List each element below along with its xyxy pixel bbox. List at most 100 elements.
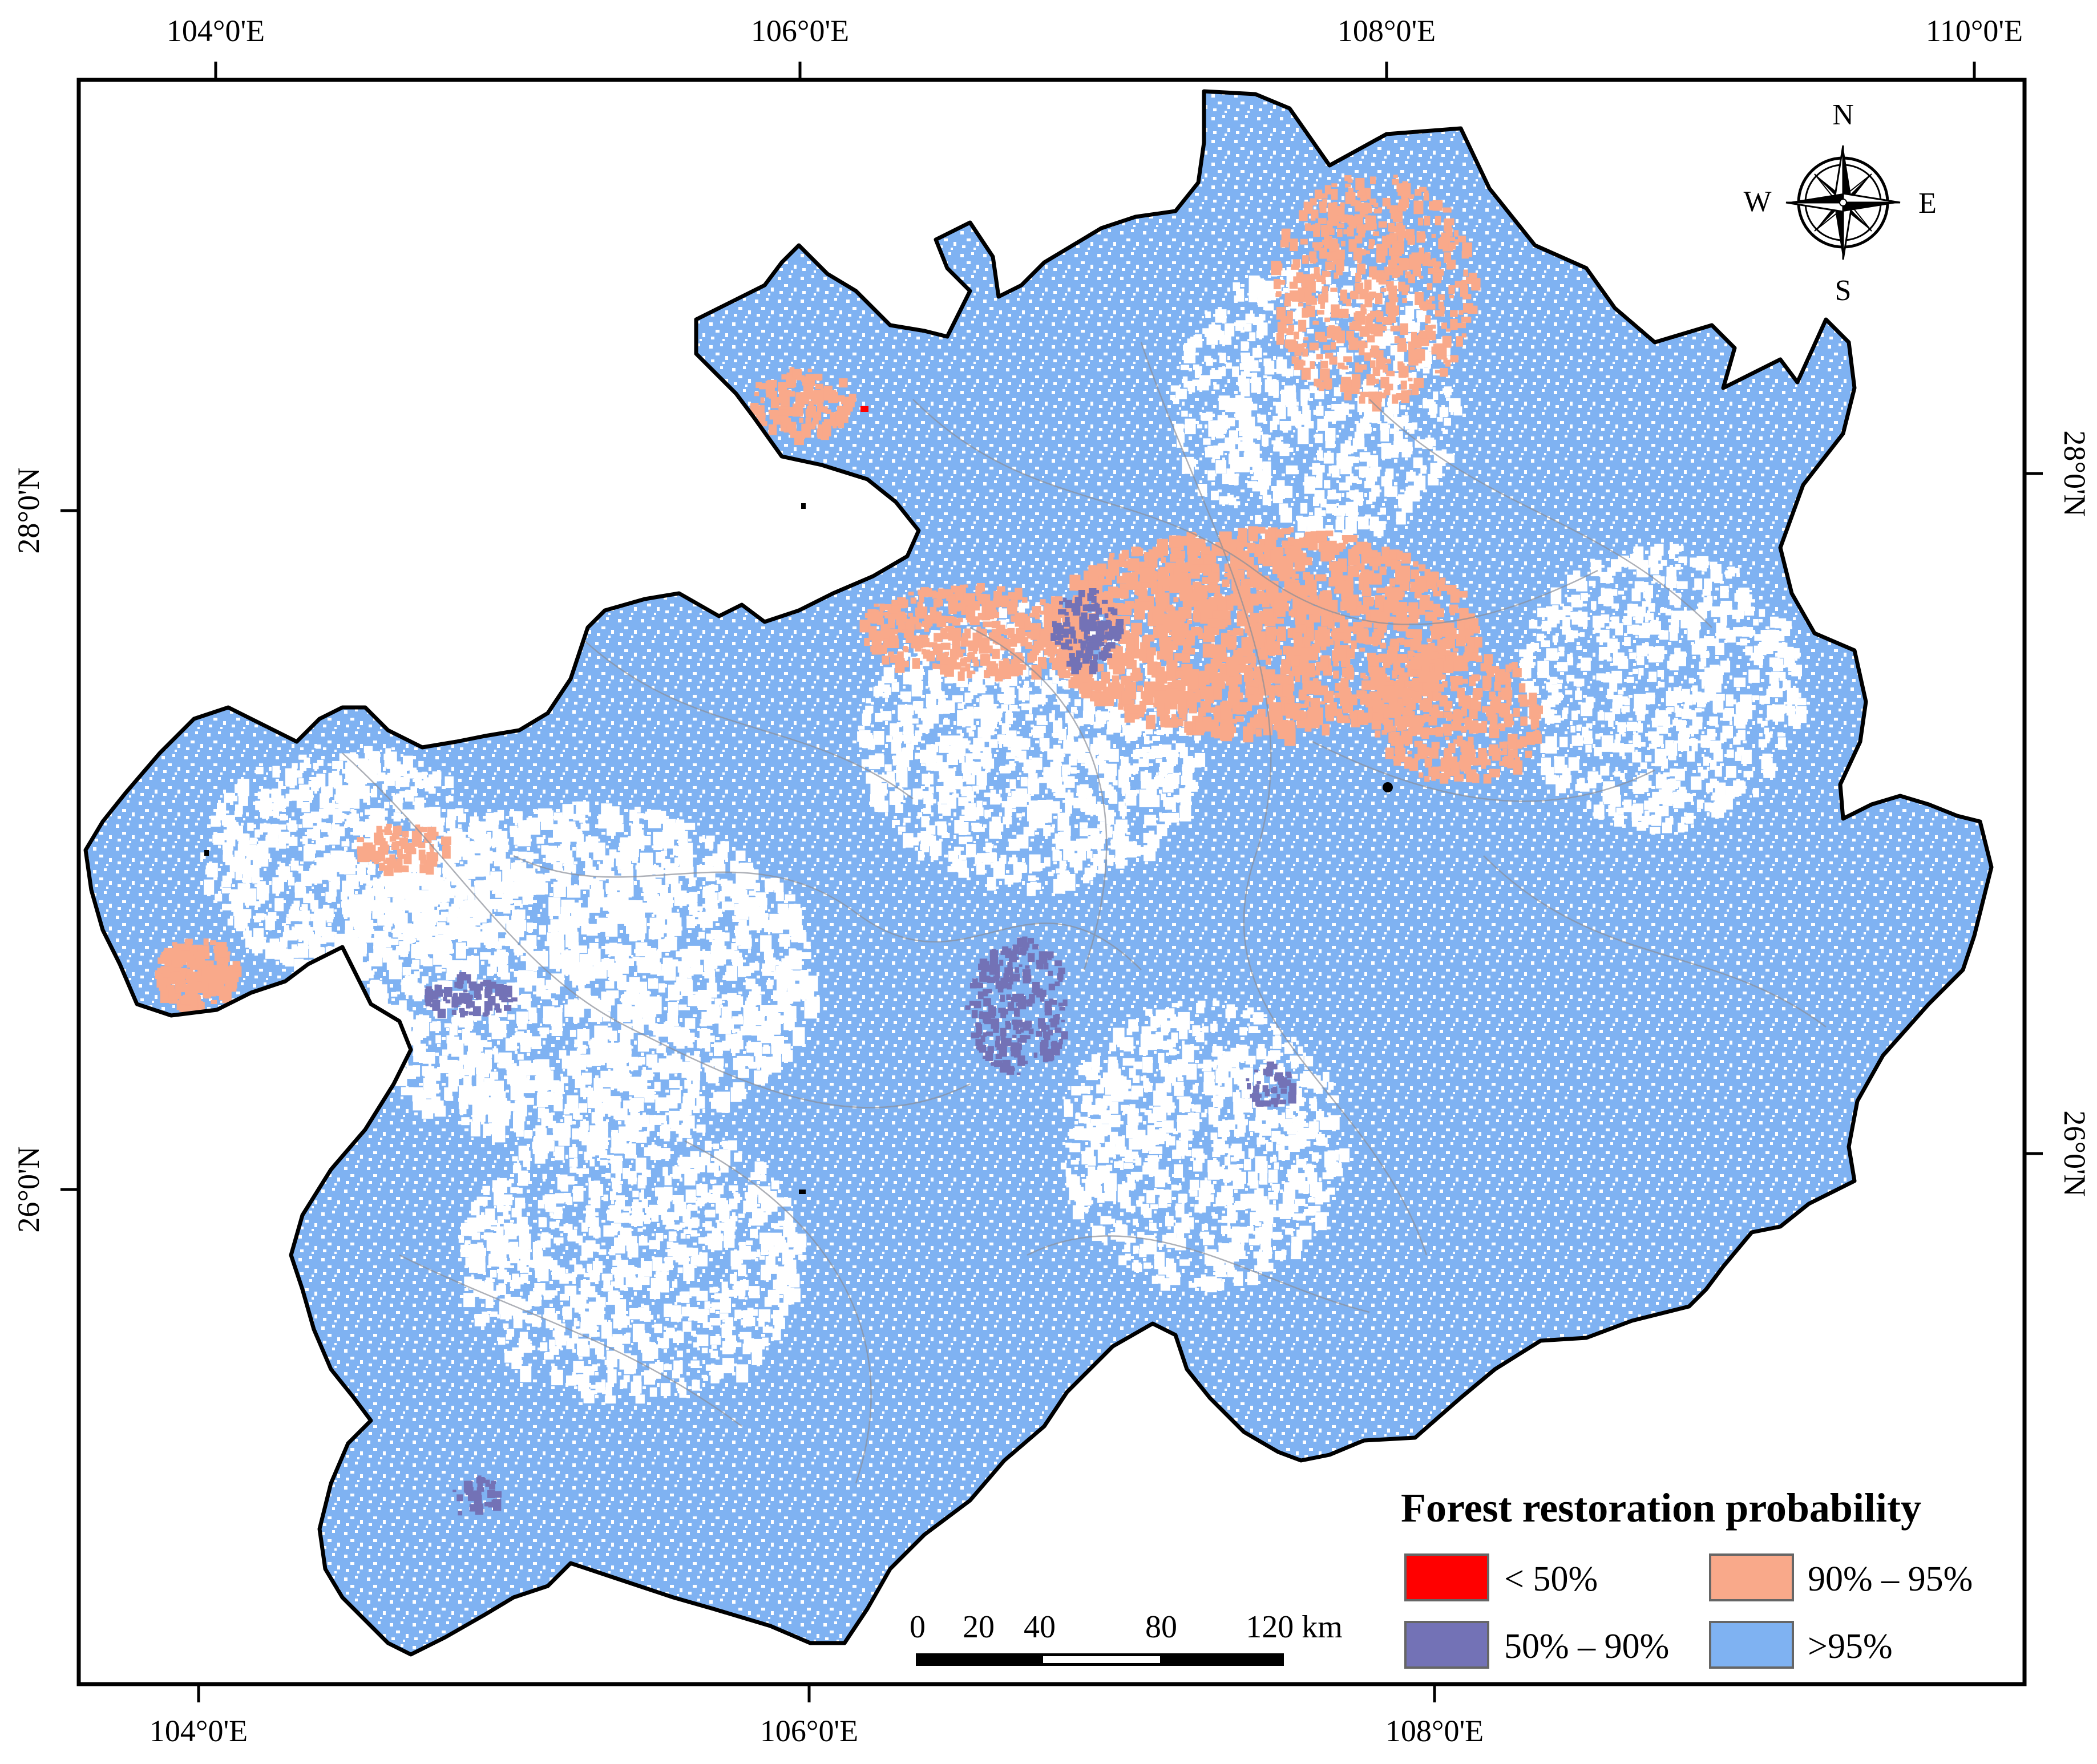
raster-cell: [564, 857, 574, 872]
raster-cell: [448, 1086, 458, 1092]
raster-cell: [265, 835, 272, 844]
raster-cell: [252, 937, 263, 954]
raster-cell: [1656, 735, 1664, 746]
raster-cell: [445, 796, 454, 802]
raster-cell: [441, 912, 449, 917]
raster-cell: [1646, 692, 1655, 705]
raster-cell: [1252, 347, 1262, 358]
raster-cell: [562, 804, 574, 819]
raster-cell: [314, 920, 326, 935]
raster-cell: [1029, 773, 1038, 786]
raster-cell: [902, 693, 910, 702]
raster-cell: [1318, 465, 1325, 473]
raster-cell: [1620, 772, 1625, 780]
raster-cell: [680, 1233, 686, 1239]
raster-cell: [911, 718, 919, 724]
raster-cell: [1120, 806, 1127, 816]
raster-cell: [1433, 391, 1439, 400]
raster-cell: [705, 1221, 712, 1231]
raster-cell: [288, 877, 295, 886]
raster-cell: [569, 1167, 577, 1173]
raster-cell: [542, 1257, 552, 1269]
raster-cell: [672, 1281, 678, 1288]
raster-cell: [574, 1264, 582, 1273]
raster-cell: [1334, 387, 1342, 397]
raster-cell: [612, 1334, 623, 1347]
raster-cell: [1244, 369, 1250, 374]
raster-cell: [502, 881, 508, 885]
raster-cell: [374, 764, 381, 774]
raster-cell: [1681, 824, 1688, 832]
raster-cell: [1236, 288, 1245, 298]
raster-cell: [386, 920, 393, 927]
raster-cell: [1614, 815, 1624, 827]
raster-cell: [227, 872, 235, 879]
raster-cell: [1078, 718, 1084, 726]
raster-cell: [1390, 345, 1398, 355]
raster-cell: [977, 827, 985, 832]
raster-cell: [1064, 826, 1071, 836]
raster-cell: [696, 1290, 708, 1301]
raster-cell: [332, 760, 344, 770]
raster-cell: [741, 1056, 754, 1066]
raster-cell: [579, 815, 585, 823]
raster-cell: [903, 725, 914, 740]
raster-cell: [961, 809, 970, 815]
raster-cell: [1720, 660, 1731, 673]
raster-cell: [569, 1159, 578, 1167]
raster-cell: [664, 942, 671, 952]
raster-cell: [727, 993, 737, 1001]
raster-cell: [564, 1285, 577, 1296]
raster-cell: [669, 1097, 677, 1108]
raster-cell: [470, 835, 475, 839]
raster-cell: [587, 1264, 592, 1272]
raster-cell: [581, 1135, 589, 1146]
raster-cell: [699, 836, 705, 843]
raster-cell: [1614, 771, 1621, 777]
raster-cell: [622, 1212, 630, 1223]
raster-cell: [1694, 578, 1703, 590]
raster-cell: [1657, 670, 1664, 678]
raster-cell: [474, 868, 484, 877]
raster-cell: [745, 1205, 750, 1211]
raster-cell: [712, 1185, 724, 1195]
raster-cell: [1700, 769, 1708, 779]
raster-cell: [766, 980, 773, 989]
raster-cell: [475, 831, 483, 845]
raster-cell: [682, 1321, 692, 1332]
raster-cell: [552, 1000, 558, 1006]
raster-cell: [1530, 662, 1536, 666]
raster-cell: [1062, 764, 1071, 772]
raster-cell: [677, 1350, 683, 1358]
raster-cell: [989, 739, 998, 748]
raster-cell: [299, 910, 310, 922]
raster-cell: [349, 814, 359, 826]
raster-cell: [1339, 482, 1351, 491]
raster-cell: [492, 1021, 507, 1038]
raster-cell: [858, 725, 865, 730]
raster-cell: [1213, 330, 1225, 341]
raster-cell: [1205, 311, 1211, 318]
raster-cell: [1146, 784, 1157, 799]
raster-cell: [496, 1101, 511, 1119]
raster-cell: [673, 1360, 683, 1374]
raster-cell: [1709, 716, 1718, 726]
raster-cell: [692, 1080, 700, 1090]
raster-cell: [476, 1196, 488, 1206]
raster-cell: [459, 1103, 467, 1115]
raster-cell: [1167, 760, 1174, 767]
raster-cell: [589, 1326, 597, 1337]
raster-cell: [591, 889, 604, 905]
raster-cell: [566, 1375, 577, 1386]
raster-cell: [1234, 501, 1241, 505]
raster-cell: [418, 760, 424, 767]
raster-cell: [398, 1006, 405, 1014]
raster-cell: [1298, 427, 1309, 444]
raster-cell: [1304, 421, 1314, 428]
raster-cell: [490, 1270, 497, 1278]
raster-cell: [320, 863, 326, 872]
raster-cell: [637, 1035, 649, 1052]
raster-cell: [467, 926, 480, 948]
raster-cell: [1009, 760, 1015, 766]
raster-cell: [497, 810, 504, 821]
